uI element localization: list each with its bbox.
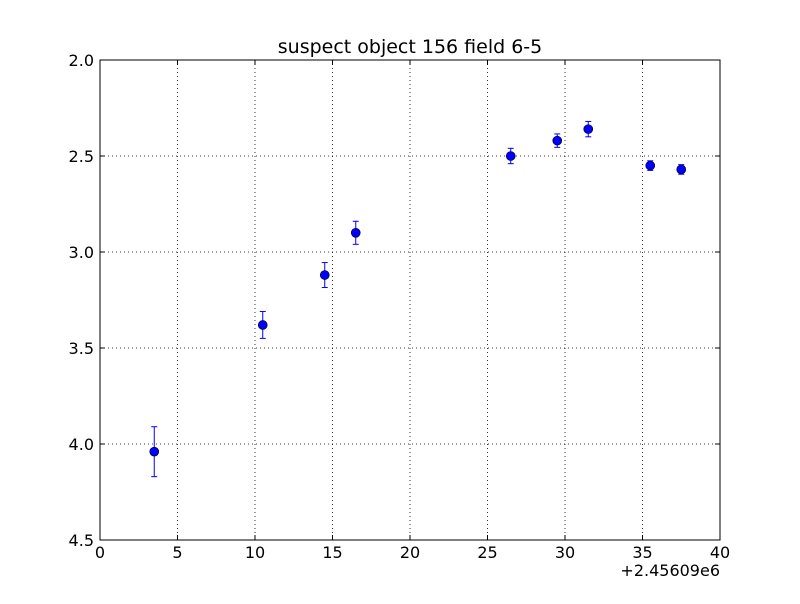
x-tick-label: 15 [322,543,342,562]
x-tick-label: 5 [172,543,182,562]
data-point [319,270,330,280]
x-tick-label: 10 [245,543,265,562]
x-tick-label: 0 [95,543,105,562]
axis-ticks: 0 5 10 15 20 25 30 35 40 2.0 2.5 3.0 3.5 4.0 4.5 [69,51,731,562]
y-tick-label: 2.0 [69,51,94,70]
y-tick-label: 2.5 [69,147,94,166]
data-point [583,124,594,134]
data-point [552,135,563,146]
x-tick-label: 35 [632,543,652,562]
y-tick-label: 3.0 [69,243,94,262]
x-offset-label: +2.45609e6 [620,561,720,580]
y-tick-label: 4.0 [69,435,94,454]
y-tick-label: 3.5 [69,339,94,358]
data-series [149,120,687,478]
x-tick-label: 20 [400,543,420,562]
x-tick-label: 30 [555,543,575,562]
data-point [676,164,687,175]
x-tick-label: 40 [710,543,730,562]
data-point [149,446,160,457]
y-tick-label: 4.5 [69,531,94,550]
data-point [505,151,516,161]
data-point [350,228,361,238]
chart-title: suspect object 156 field 6-5 [278,36,543,58]
data-point [257,320,268,330]
grid-lines [100,60,720,540]
data-point [645,160,656,171]
x-tick-label: 25 [477,543,497,562]
